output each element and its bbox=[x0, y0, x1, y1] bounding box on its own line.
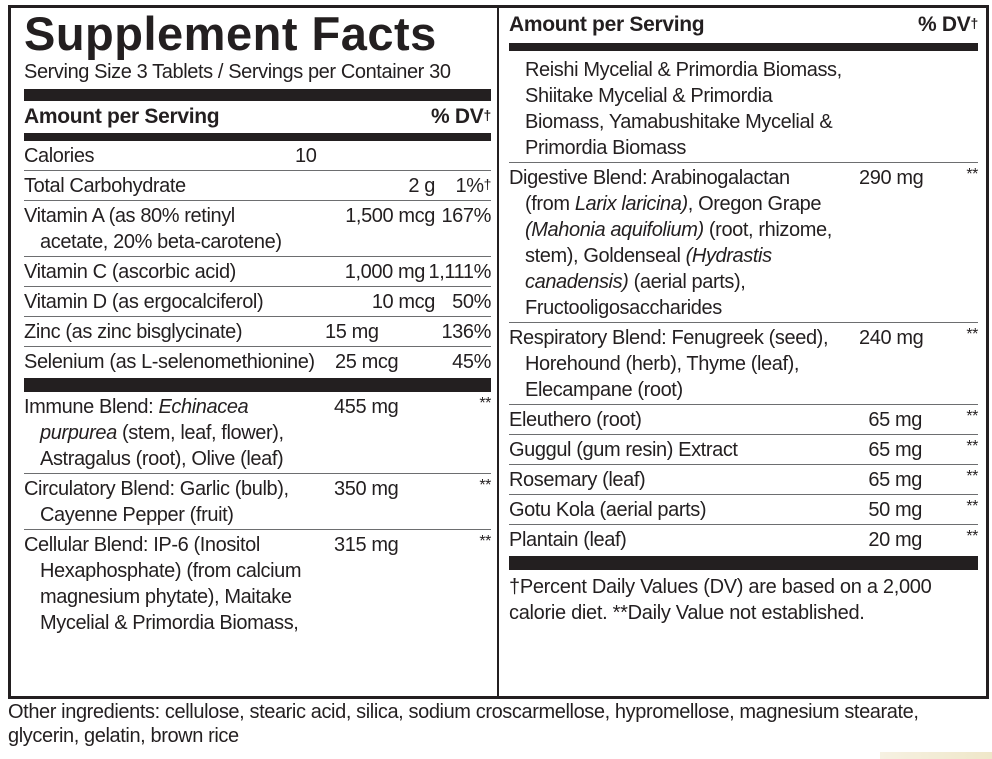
header-dv: % DV† bbox=[918, 13, 978, 36]
table-row: Zinc (as zinc bisglycinate) 15 mg 136% bbox=[24, 317, 491, 347]
table-row: Respiratory Blend: Fenugreek (seed), Hor… bbox=[509, 323, 978, 405]
nutrient-table: Calories 10 Total Carbohydrate 2 g 1%† V… bbox=[24, 141, 491, 376]
thick-divider bbox=[24, 378, 491, 392]
header-amount: Amount per Serving bbox=[509, 13, 705, 36]
table-row: Rosemary (leaf) 65 mg ** bbox=[509, 465, 978, 495]
table-row: Guggul (gum resin) Extract 65 mg ** bbox=[509, 435, 978, 465]
supplement-facts-panel: Supplement Facts Serving Size 3 Tablets … bbox=[8, 5, 989, 699]
blend-continuation: Reishi Mycelial & Primordia Biomass, Shi… bbox=[509, 51, 978, 163]
table-row: Cellular Blend: IP-6 (Inositol Hexaphosp… bbox=[24, 533, 491, 634]
left-column: Supplement Facts Serving Size 3 Tablets … bbox=[11, 8, 498, 696]
table-row: Calories 10 bbox=[24, 141, 491, 171]
dv-footnote: †Percent Daily Values (DV) are based on … bbox=[509, 576, 932, 624]
right-column: Amount per Serving % DV† Reishi Mycelial… bbox=[499, 8, 986, 696]
table-row: Vitamin D (as ergocalciferol) 10 mcg 50% bbox=[24, 287, 491, 317]
medium-divider bbox=[24, 133, 491, 141]
table-row: Digestive Blend: Arabinogalactan (from L… bbox=[509, 163, 978, 323]
table-row: Eleuthero (root) 65 mg ** bbox=[509, 405, 978, 435]
table-row: Vitamin C (ascorbic acid) 1,000 mg 1,111… bbox=[24, 257, 491, 287]
column-divider bbox=[497, 8, 499, 696]
header-dv: % DV† bbox=[431, 105, 491, 128]
header-amount: Amount per Serving bbox=[24, 105, 220, 128]
serving-info: Serving Size 3 Tablets / Servings per Co… bbox=[24, 61, 451, 83]
other-ingredients: Other ingredients: cellulose, stearic ac… bbox=[8, 701, 919, 747]
blend-table: Immune Blend: Echinacea purpurea (stem, … bbox=[24, 392, 491, 637]
table-row: Plantain (leaf) 20 mg ** bbox=[509, 528, 978, 551]
table-row: Vitamin A (as 80% retinyl acetate, 20% b… bbox=[24, 201, 491, 257]
table-row: Selenium (as L-selenomethionine) 25 mcg … bbox=[24, 351, 491, 373]
background-tint bbox=[880, 752, 992, 759]
column-header: Amount per Serving % DV† bbox=[509, 11, 978, 39]
thick-divider bbox=[24, 89, 491, 101]
table-row: Immune Blend: Echinacea purpurea (stem, … bbox=[24, 392, 491, 474]
table-row: Total Carbohydrate 2 g 1%† bbox=[24, 171, 491, 201]
table-row: Gotu Kola (aerial parts) 50 mg ** bbox=[509, 495, 978, 525]
table-row: Circulatory Blend: Garlic (bulb), Cayenn… bbox=[24, 474, 491, 530]
thick-divider bbox=[509, 556, 978, 570]
column-header: Amount per Serving % DV† bbox=[24, 103, 491, 131]
medium-divider bbox=[509, 43, 978, 51]
panel-title: Supplement Facts bbox=[24, 7, 437, 60]
